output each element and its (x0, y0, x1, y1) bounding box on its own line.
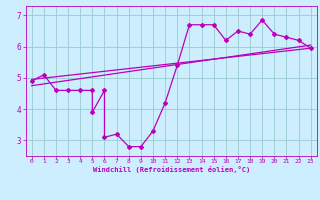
X-axis label: Windchill (Refroidissement éolien,°C): Windchill (Refroidissement éolien,°C) (92, 166, 250, 173)
